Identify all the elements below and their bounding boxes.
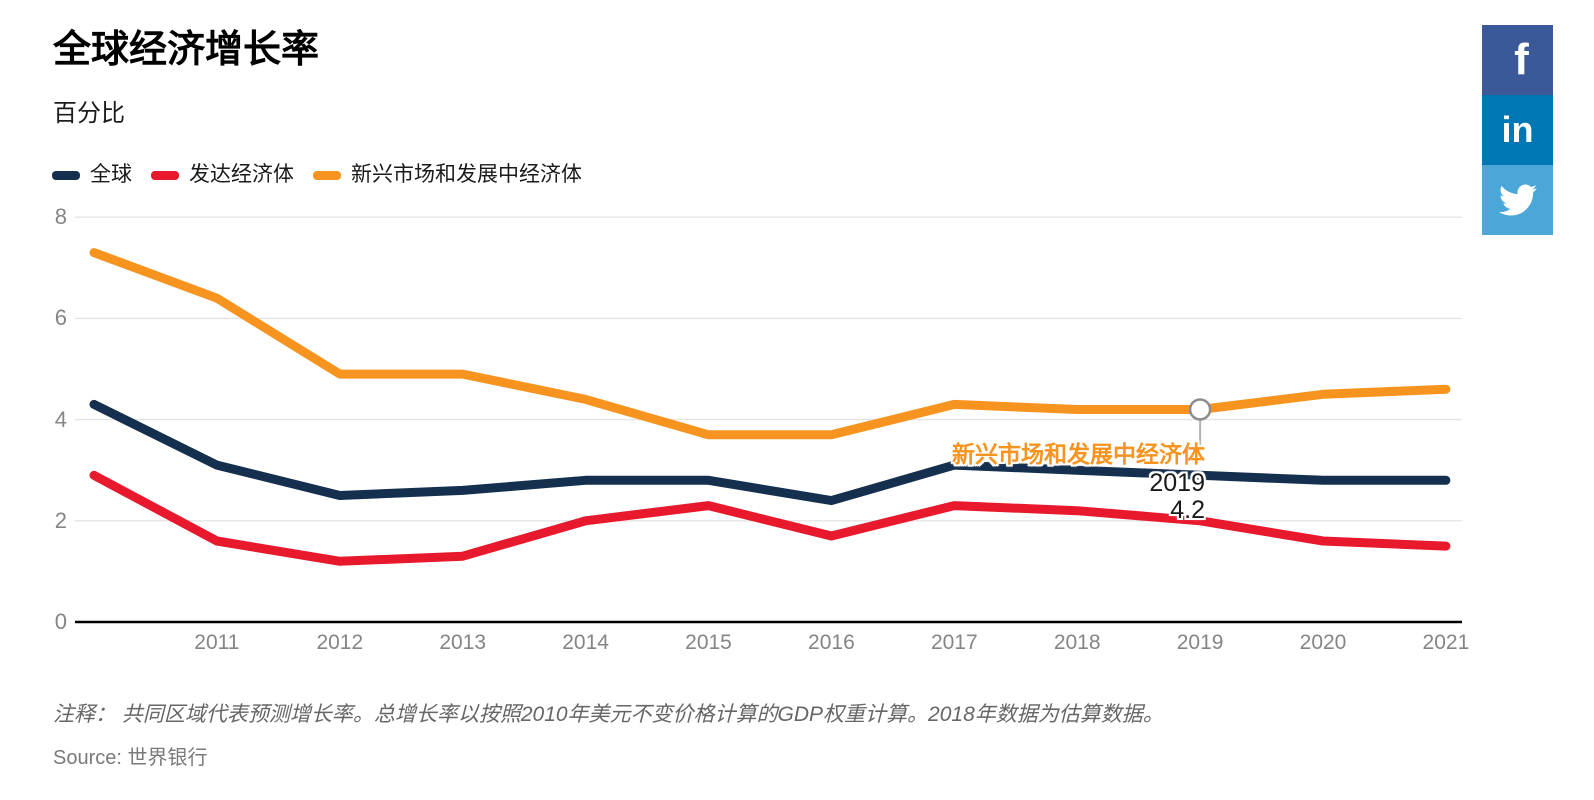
y-tick-label: 4 [54, 406, 67, 432]
legend-swatch-emerging [313, 170, 341, 180]
x-tick-label: 2011 [194, 631, 240, 654]
y-tick-label: 6 [54, 305, 67, 331]
line-emerging [89, 248, 1451, 440]
linkedin-share-button[interactable]: in [1482, 95, 1553, 165]
source-prefix: Source: [53, 747, 122, 769]
axis-unit-label: 百分比 [53, 100, 125, 127]
legend-item-global: 全球 [52, 162, 132, 188]
x-tick-label: 2017 [930, 631, 978, 654]
legend-label: 新兴市场和发展中经济体 [351, 163, 582, 186]
legend-item-advanced: 发达经济体 [151, 162, 294, 188]
page-title: 全球经济增长率 [53, 29, 320, 71]
line-advanced [89, 470, 1451, 566]
legend-label: 全球 [90, 163, 132, 186]
x-tick-label: 2020 [1299, 631, 1347, 654]
legend-label: 发达经济体 [189, 163, 294, 186]
x-tick-label: 2021 [1422, 631, 1470, 654]
y-tick-label: 8 [54, 204, 67, 230]
chart-legend: 全球 发达经济体 新兴市场和发展中经济体 [52, 162, 601, 188]
legend-item-emerging: 新兴市场和发展中经济体 [313, 162, 582, 188]
facebook-share-button[interactable]: f [1482, 25, 1553, 95]
twitter-bird-icon [1498, 184, 1537, 216]
y-tick-label: 2 [54, 507, 67, 533]
facebook-icon: f [1514, 35, 1529, 84]
y-tick-label: 0 [54, 609, 67, 634]
x-tick-label: 2018 [1053, 631, 1101, 654]
x-tick-label: 2012 [316, 631, 364, 654]
legend-swatch-global [52, 170, 80, 180]
chart-source: Source: 世界银行 [53, 745, 208, 771]
x-tick-label: 2019 [1176, 631, 1224, 654]
twitter-share-button[interactable] [1482, 165, 1553, 235]
share-buttons: f in [1482, 25, 1553, 235]
source-value: 世界银行 [127, 747, 208, 769]
chart-note: 注释： 共同区域代表预测增长率。总增长率以按照2010年美元不变价格计算的GDP… [53, 703, 1164, 726]
linkedin-icon: in [1501, 109, 1534, 150]
line-global [89, 399, 1451, 506]
x-tick-label: 2016 [808, 631, 855, 654]
x-tick-label: 2014 [562, 631, 609, 654]
x-tick-label: 2015 [685, 631, 732, 654]
tooltip-marker [1188, 398, 1212, 421]
legend-swatch-advanced [151, 170, 179, 180]
x-tick-label: 2013 [439, 631, 487, 654]
